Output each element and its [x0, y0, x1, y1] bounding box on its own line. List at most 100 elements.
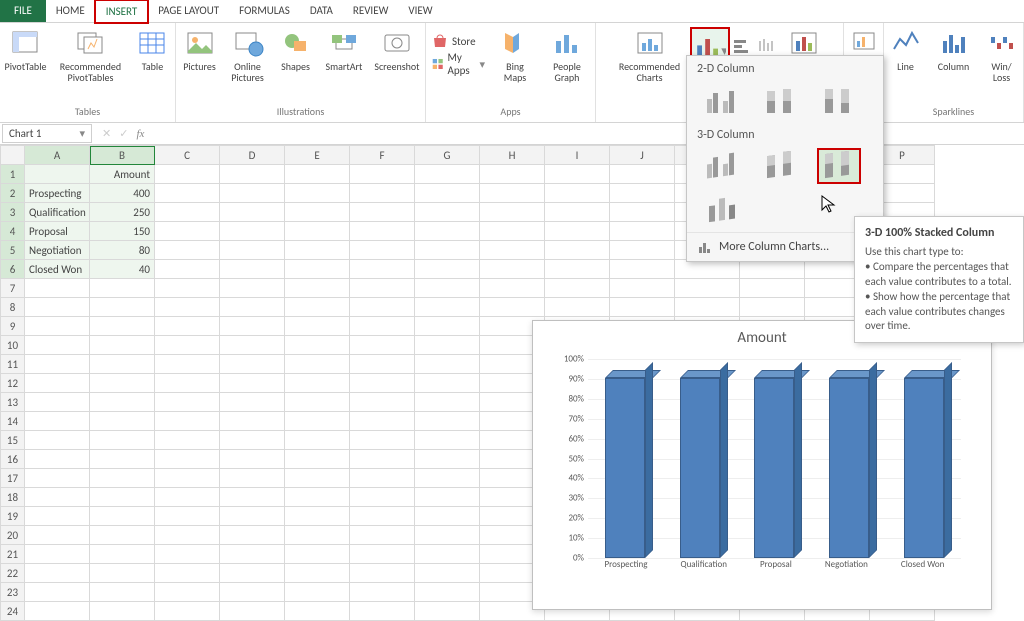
chart-bar[interactable]: [904, 378, 944, 558]
row-header[interactable]: 22: [1, 564, 25, 583]
cell[interactable]: [350, 431, 415, 450]
cell[interactable]: [350, 564, 415, 583]
tab-data[interactable]: DATA: [300, 0, 343, 22]
cell[interactable]: [415, 374, 480, 393]
pivottable-button[interactable]: PivotTable: [1, 25, 51, 74]
cell[interactable]: [25, 431, 90, 450]
enter-icon[interactable]: ✓: [119, 127, 128, 140]
cell[interactable]: [740, 260, 805, 279]
recommended-pivottables-button[interactable]: Recommended PivotTables: [54, 25, 126, 85]
cell[interactable]: [415, 564, 480, 583]
cell[interactable]: [415, 317, 480, 336]
cell[interactable]: [220, 564, 285, 583]
dd-3d-column[interactable]: [701, 192, 745, 228]
chart-bar[interactable]: [605, 378, 645, 558]
cell[interactable]: [220, 279, 285, 298]
col-header-J[interactable]: J: [610, 146, 675, 165]
cell[interactable]: [285, 564, 350, 583]
row-header[interactable]: 12: [1, 374, 25, 393]
row-header[interactable]: 9: [1, 317, 25, 336]
cell[interactable]: [220, 545, 285, 564]
cell[interactable]: [220, 222, 285, 241]
cell[interactable]: [285, 336, 350, 355]
cell[interactable]: [220, 583, 285, 602]
dd-3d-clustered[interactable]: [701, 148, 745, 184]
col-header-B[interactable]: B: [90, 146, 155, 165]
cell[interactable]: [25, 298, 90, 317]
cell[interactable]: [25, 507, 90, 526]
cell[interactable]: [25, 469, 90, 488]
row-header[interactable]: 10: [1, 336, 25, 355]
cell[interactable]: [480, 260, 545, 279]
cell[interactable]: Amount: [90, 165, 155, 184]
cell[interactable]: [285, 222, 350, 241]
cell[interactable]: [155, 203, 220, 222]
cell[interactable]: [90, 507, 155, 526]
cell[interactable]: [285, 583, 350, 602]
col-header-E[interactable]: E: [285, 146, 350, 165]
cell[interactable]: [90, 317, 155, 336]
tab-formulas[interactable]: FORMULAS: [229, 0, 300, 22]
cell[interactable]: [285, 298, 350, 317]
myapps-button[interactable]: My Apps▾: [432, 51, 485, 77]
screenshot-button[interactable]: Screenshot: [370, 25, 423, 74]
cell[interactable]: [480, 222, 545, 241]
cell[interactable]: [90, 431, 155, 450]
cell[interactable]: [545, 279, 610, 298]
bing-maps-button[interactable]: Bing Maps: [493, 25, 537, 85]
row-header[interactable]: 17: [1, 469, 25, 488]
col-header-D[interactable]: D: [220, 146, 285, 165]
cell[interactable]: 40: [90, 260, 155, 279]
cell[interactable]: [220, 355, 285, 374]
cell[interactable]: [90, 298, 155, 317]
cell[interactable]: [25, 583, 90, 602]
cell[interactable]: Qualification: [25, 203, 90, 222]
fx-icon[interactable]: fx: [136, 128, 144, 140]
cell[interactable]: [220, 317, 285, 336]
cell[interactable]: 80: [90, 241, 155, 260]
col-header-H[interactable]: H: [480, 146, 545, 165]
col-header-F[interactable]: F: [350, 146, 415, 165]
cell[interactable]: [155, 241, 220, 260]
cell[interactable]: [350, 450, 415, 469]
chart-bar[interactable]: [754, 378, 794, 558]
row-header[interactable]: 2: [1, 184, 25, 203]
cell[interactable]: [415, 165, 480, 184]
cell[interactable]: 250: [90, 203, 155, 222]
row-header[interactable]: 5: [1, 241, 25, 260]
cell[interactable]: [220, 260, 285, 279]
cell[interactable]: [25, 336, 90, 355]
col-header-C[interactable]: C: [155, 146, 220, 165]
cell[interactable]: [350, 583, 415, 602]
cell[interactable]: [350, 317, 415, 336]
row-header[interactable]: 16: [1, 450, 25, 469]
cell[interactable]: [350, 488, 415, 507]
cell[interactable]: [545, 260, 610, 279]
cell[interactable]: [220, 298, 285, 317]
row-header[interactable]: 11: [1, 355, 25, 374]
cell[interactable]: [220, 165, 285, 184]
cell[interactable]: [285, 545, 350, 564]
tab-file[interactable]: FILE: [0, 0, 46, 22]
cell[interactable]: [155, 355, 220, 374]
cell[interactable]: [415, 431, 480, 450]
cell[interactable]: [415, 279, 480, 298]
table-button[interactable]: Table: [130, 25, 174, 74]
shapes-button[interactable]: Shapes: [274, 25, 318, 74]
dd-2d-stacked[interactable]: [759, 82, 803, 118]
cell[interactable]: [480, 298, 545, 317]
cell[interactable]: [155, 336, 220, 355]
cell[interactable]: [415, 184, 480, 203]
cell[interactable]: [155, 564, 220, 583]
cell[interactable]: [740, 298, 805, 317]
cell[interactable]: [155, 279, 220, 298]
cell[interactable]: [610, 184, 675, 203]
cell[interactable]: [220, 184, 285, 203]
sparkline-column-button[interactable]: Column: [932, 25, 976, 74]
cell[interactable]: [350, 412, 415, 431]
cell[interactable]: [415, 583, 480, 602]
cell[interactable]: [350, 469, 415, 488]
chart-bar[interactable]: [680, 378, 720, 558]
recommended-charts-button[interactable]: Recommended Charts: [614, 25, 686, 85]
cell[interactable]: [350, 298, 415, 317]
